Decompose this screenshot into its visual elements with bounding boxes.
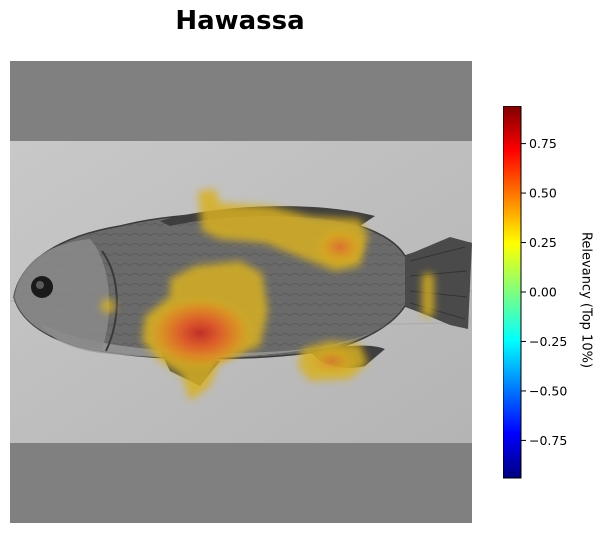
colorbar-label-box: Relevancy (Top 10%) xyxy=(576,130,596,470)
relevancy-heatmap xyxy=(101,189,434,401)
colorbar-ticks: 0.75 0.50 0.25 0.00 −0.25 −0.50 −0.75 xyxy=(521,136,567,448)
colorbar: 0.75 0.50 0.25 0.00 −0.25 −0.50 −0.75 xyxy=(503,106,567,479)
colorbar-tick-label: 0.25 xyxy=(529,235,557,250)
colorbar-gradient xyxy=(503,106,522,479)
colorbar-tick-label: −0.25 xyxy=(529,334,567,349)
colorbar-tick-label: −0.75 xyxy=(529,433,567,448)
colorbar-tick-label: −0.50 xyxy=(529,383,567,398)
colorbar-tick-label: 0.00 xyxy=(529,285,557,300)
figure-title: Hawassa xyxy=(175,6,305,36)
colorbar-label: Relevancy (Top 10%) xyxy=(578,231,594,369)
colorbar-tick-label: 0.50 xyxy=(529,186,557,201)
colorbar-tick-label: 0.75 xyxy=(529,136,557,151)
fish-image-with-heatmap xyxy=(10,61,472,523)
